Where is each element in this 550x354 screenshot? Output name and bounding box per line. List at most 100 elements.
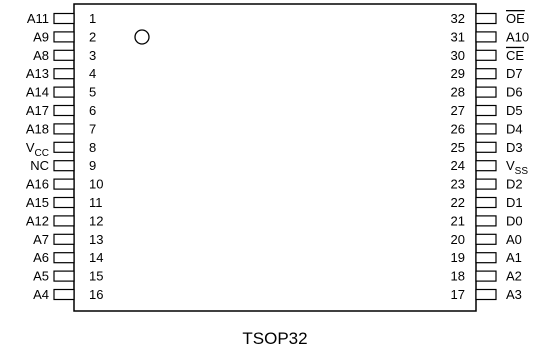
pin-number-30: 30 [451, 48, 465, 63]
pin-lead-16 [53, 288, 75, 301]
pin-lead-13 [53, 233, 75, 245]
pin-number-28: 28 [451, 85, 465, 100]
pin-number-23: 23 [451, 177, 465, 192]
pin-name-4: A13 [26, 66, 49, 81]
pin-lead-3 [53, 49, 75, 61]
pin-name-11: A15 [26, 195, 49, 210]
pin-lead-23 [475, 178, 497, 190]
pin-number-24: 24 [451, 158, 465, 173]
pin-1-marker [134, 29, 150, 45]
pin-name-9: NC [30, 158, 49, 173]
pin-name-base-8: V [26, 140, 35, 155]
pin-number-17: 17 [451, 287, 465, 302]
pin-lead-5 [53, 86, 75, 98]
pin-lead-31 [475, 31, 497, 43]
pin-lead-11 [53, 196, 75, 209]
pin-name-10: A16 [26, 177, 49, 192]
pin-name-3: A8 [33, 48, 49, 63]
pin-number-7: 7 [89, 121, 96, 136]
pin-name-30: CE [506, 48, 524, 63]
pin-name-29: D7 [506, 66, 523, 81]
pin-name-14: A6 [33, 250, 49, 265]
pin-name-28: D6 [506, 85, 523, 100]
pin-number-25: 25 [451, 140, 465, 155]
pin-lead-21 [475, 215, 497, 227]
pin-number-8: 8 [89, 140, 96, 155]
pin-number-5: 5 [89, 85, 96, 100]
pin-name-25: D3 [506, 140, 523, 155]
pin-number-21: 21 [451, 213, 465, 228]
pin-lead-22 [475, 196, 497, 209]
pin-number-15: 15 [89, 269, 103, 284]
pin-name-26: D4 [506, 121, 523, 136]
pin-number-10: 10 [89, 177, 103, 192]
pin-lead-24 [475, 160, 497, 172]
pin-name-subscript-8: CC [35, 148, 49, 159]
pin-number-27: 27 [451, 103, 465, 118]
right-pin-column: OE 32 A10 31 CE 30 D7 29 D6 28 D5 27 D4 26 D3 25 VSS 24 D2… [451, 11, 530, 302]
pin-name-24: VSS [506, 158, 528, 177]
pin-name-subscript-24: SS [515, 166, 529, 177]
pin-number-32: 32 [451, 11, 465, 26]
pin-lead-14 [53, 252, 75, 264]
pin-lead-12 [53, 215, 75, 227]
pin-number-20: 20 [451, 232, 465, 247]
pin-lead-25 [475, 141, 497, 153]
pin-lead-18 [475, 270, 497, 282]
pin-lead-32 [475, 12, 497, 25]
pin-lead-20 [475, 233, 497, 245]
pin-name-16: A4 [33, 287, 49, 302]
pin-name-23: D2 [506, 177, 523, 192]
pin-lead-10 [53, 178, 75, 190]
pin-lead-9 [53, 160, 75, 172]
pin-name-27: D5 [506, 103, 523, 118]
package-body [73, 3, 477, 312]
pin-lead-4 [53, 68, 75, 80]
pin-number-11: 11 [89, 195, 103, 210]
pin-name-18: A2 [506, 269, 522, 284]
pin-name-13: A7 [33, 232, 49, 247]
pin-lead-7 [53, 123, 75, 135]
pin-name-base-24: V [506, 158, 515, 173]
pin-lead-15 [53, 270, 75, 282]
pin-lead-2 [53, 31, 75, 43]
pin-name-19: A1 [506, 250, 522, 265]
pin-lead-17 [475, 288, 497, 301]
pin-number-19: 19 [451, 250, 465, 265]
pin-name-6: A17 [26, 103, 49, 118]
left-pin-column: A11 1 A9 2 A8 3 A13 4 A14 5 A17 6 A18 7 VCC 8 NC 9 A16 10 A1… [26, 11, 104, 302]
pin-name-12: A12 [26, 213, 49, 228]
pin-number-18: 18 [451, 269, 465, 284]
pin-number-4: 4 [89, 66, 96, 81]
pin-number-14: 14 [89, 250, 103, 265]
pin-name-8: VCC [26, 140, 49, 159]
pin-lead-28 [475, 86, 497, 98]
pin-name-2: A9 [33, 29, 49, 44]
pin-number-29: 29 [451, 66, 465, 81]
pin-number-6: 6 [89, 103, 96, 118]
pin-number-12: 12 [89, 213, 103, 228]
pin-name-5: A14 [26, 85, 49, 100]
pin-lead-1 [53, 12, 75, 25]
pin-lead-29 [475, 68, 497, 80]
pin-lead-26 [475, 123, 497, 135]
pin-lead-8 [53, 141, 75, 153]
pin-number-22: 22 [451, 195, 465, 210]
pin-number-13: 13 [89, 232, 103, 247]
pin-name-21: D0 [506, 213, 523, 228]
pin-name-15: A5 [33, 269, 49, 284]
pin-lead-30 [475, 49, 497, 61]
pin-lead-19 [475, 252, 497, 264]
pin-number-3: 3 [89, 48, 96, 63]
pin-name-22: D1 [506, 195, 523, 210]
pin-number-16: 16 [89, 287, 103, 302]
pin-name-7: A18 [26, 121, 49, 136]
pin-name-1: A11 [27, 11, 49, 26]
pin-name-31: A10 [506, 29, 529, 44]
pin-number-9: 9 [89, 158, 96, 173]
pin-number-26: 26 [451, 121, 465, 136]
pin-number-31: 31 [451, 29, 465, 44]
pin-name-17: A3 [506, 287, 522, 302]
pin-lead-27 [475, 104, 497, 117]
